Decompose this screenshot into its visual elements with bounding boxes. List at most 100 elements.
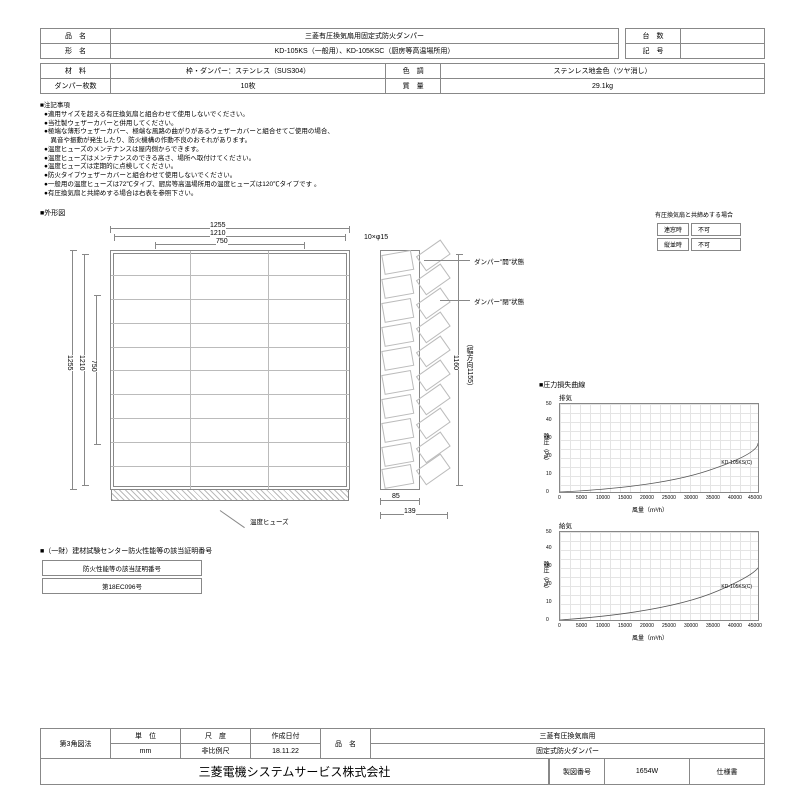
xtick: 0 bbox=[558, 495, 561, 501]
ytick: 50 bbox=[546, 529, 552, 535]
unit-l: 単 位 bbox=[111, 729, 181, 744]
mass-value: 29.1kg bbox=[441, 79, 765, 94]
trace-label: KD-105KS(C) bbox=[721, 584, 752, 590]
spec-table: 材 料 枠・ダンパー：ステンレス（SUS304） 色 調 ステンレス地金色（ツヤ… bbox=[40, 63, 765, 94]
fuse-label: 温度ヒューズ bbox=[250, 516, 289, 526]
dim-left1: 1255 bbox=[66, 355, 73, 371]
note-line: ●温度ヒューズは定期的に点検してください。 bbox=[40, 163, 765, 172]
projection: 第3角図法 bbox=[41, 729, 111, 759]
note-line: ●温度ヒューズのメンテナンスは屋内側からできます。 bbox=[40, 146, 765, 155]
side-view bbox=[380, 250, 420, 490]
leader bbox=[440, 300, 470, 301]
dim-left3: 750 bbox=[90, 360, 97, 372]
cert-val: 第18EC096号 bbox=[42, 578, 202, 594]
xtick: 25000 bbox=[662, 623, 676, 629]
blades-value: 10枚 bbox=[111, 79, 386, 94]
notes-block: ■注記事項 ●適用サイズを超える有圧換気扇と組合わせて使用しないでください。 ●… bbox=[40, 102, 765, 198]
xtick: 5000 bbox=[576, 495, 587, 501]
note-line: ●当社製ウェザーカバーと併用してください。 bbox=[40, 120, 765, 129]
dim-right-note: （幅方向1155） bbox=[464, 340, 474, 390]
model-label: 形 名 bbox=[41, 44, 111, 59]
charts: ■圧力損失曲線 排気 静圧（Pa） KD-105KS(C) 0 10 20 30… bbox=[535, 380, 765, 642]
xaxis-label: 風量（m³/h） bbox=[535, 633, 765, 642]
units-value bbox=[681, 29, 765, 44]
dim-top3: 750 bbox=[216, 238, 228, 245]
leader bbox=[424, 260, 470, 261]
dim-line bbox=[114, 236, 346, 237]
xtick: 35000 bbox=[706, 623, 720, 629]
dim-right-h: 1160 bbox=[452, 355, 459, 370]
xtick: 0 bbox=[558, 623, 561, 629]
front-view bbox=[110, 250, 350, 490]
docno-v: 1654W bbox=[605, 759, 690, 785]
dim-line bbox=[380, 500, 420, 501]
ytick: 0 bbox=[546, 617, 549, 623]
dim-left2: 1210 bbox=[78, 355, 85, 371]
note-line: ●有圧換気扇と共締めする場合は右表を参照下さい。 bbox=[40, 190, 765, 199]
note-line: 異音や振動が発生したり、防火機構の作動不良のおそれがあります。 bbox=[40, 137, 765, 146]
product-label: 品 名 bbox=[41, 29, 111, 44]
charts-title: ■圧力損失曲線 bbox=[535, 380, 765, 390]
ytick: 50 bbox=[546, 401, 552, 407]
date-v: 18.11.22 bbox=[251, 744, 321, 759]
xtick: 10000 bbox=[596, 495, 610, 501]
units-label: 台 数 bbox=[626, 29, 681, 44]
dim-side-w: 85 bbox=[392, 493, 400, 500]
ytick: 20 bbox=[546, 581, 552, 587]
xtick: 25000 bbox=[662, 495, 676, 501]
model-value: KD-105KS（一般用）、KD-105KSC（厨房等高温場所用） bbox=[111, 44, 619, 59]
company: 三菱電機システムサービス株式会社 bbox=[40, 759, 549, 785]
xaxis-label: 風量（m³/h） bbox=[535, 505, 765, 514]
dim-holes: 10×φ15 bbox=[364, 234, 388, 241]
name-v2: 固定式防火ダンパー bbox=[371, 744, 765, 759]
ytick: 10 bbox=[546, 599, 552, 605]
ytick: 0 bbox=[546, 489, 549, 495]
xtick: 30000 bbox=[684, 495, 698, 501]
material-label: 材 料 bbox=[41, 64, 111, 79]
xtick: 30000 bbox=[684, 623, 698, 629]
chart-exhaust: KD-105KS(C) 0 10 20 30 40 50 0 5000 1000… bbox=[559, 403, 759, 493]
mass-label: 質 量 bbox=[386, 79, 441, 94]
scale-v: 非比例尺 bbox=[181, 744, 251, 759]
titleblock: 第3角図法 単 位 尺 度 作成日付 品 名 三菱有圧換気扇用 mm 非比例尺 … bbox=[40, 728, 765, 785]
name-v1: 三菱有圧換気扇用 bbox=[371, 729, 765, 744]
xtick: 15000 bbox=[618, 623, 632, 629]
cert-heading: ■（一財）建材試験センター防火性能等の該当証明番号 bbox=[40, 546, 212, 556]
chart-intake: KD-105KS(C) 0 10 20 30 40 50 0 5000 1000… bbox=[559, 531, 759, 621]
xtick: 40000 bbox=[728, 495, 742, 501]
compat-caption: 有圧換気扇と共締めする場合 bbox=[655, 210, 743, 219]
ytick: 40 bbox=[546, 545, 552, 551]
chart-in-label: 給気 bbox=[559, 520, 765, 530]
xtick: 20000 bbox=[640, 495, 654, 501]
ytick: 30 bbox=[546, 435, 552, 441]
xtick: 40000 bbox=[728, 623, 742, 629]
symbol-label: 記 号 bbox=[626, 44, 681, 59]
drawing-area: 1255 1210 750 10×φ15 1255 1210 750 温度ヒュー… bbox=[40, 220, 765, 625]
xtick: 45000 bbox=[748, 623, 762, 629]
header-table-left: 品 名 三菱有圧換気扇用固定式防火ダンパー 形 名 KD-105KS（一般用）、… bbox=[40, 28, 619, 59]
anno-open: ダンパー"開"状態 bbox=[474, 256, 524, 266]
trace-label: KD-105KS(C) bbox=[721, 460, 752, 466]
note-line: ●極端な薄形ウェザーカバー、極端な風路の曲がりがあるウェザーカバーと組合せてご使… bbox=[40, 128, 765, 137]
xtick: 35000 bbox=[706, 495, 720, 501]
color-value: ステンレス地金色（ツヤ消し） bbox=[441, 64, 765, 79]
xtick: 15000 bbox=[618, 495, 632, 501]
scale-l: 尺 度 bbox=[181, 729, 251, 744]
color-label: 色 調 bbox=[386, 64, 441, 79]
xtick: 5000 bbox=[576, 623, 587, 629]
dim-top1: 1255 bbox=[210, 222, 226, 229]
ytick: 20 bbox=[546, 453, 552, 459]
note-line: ●一般用の温度ヒューズは72℃タイプ、厨房等高温場所用の温度ヒューズは120℃タ… bbox=[40, 181, 765, 190]
xtick: 45000 bbox=[748, 495, 762, 501]
material-value: 枠・ダンパー：ステンレス（SUS304） bbox=[111, 64, 386, 79]
dim-top2: 1210 bbox=[210, 230, 226, 237]
ytick: 30 bbox=[546, 563, 552, 569]
xtick: 20000 bbox=[640, 623, 654, 629]
note-line: ●適用サイズを超える有圧換気扇と組合わせて使用しないでください。 bbox=[40, 111, 765, 120]
leader bbox=[220, 511, 245, 529]
anno-close: ダンパー"閉"状態 bbox=[474, 296, 524, 306]
ytick: 40 bbox=[546, 417, 552, 423]
dim-side-d: 139 bbox=[404, 508, 416, 515]
unit-v: mm bbox=[111, 744, 181, 759]
xtick: 10000 bbox=[596, 623, 610, 629]
